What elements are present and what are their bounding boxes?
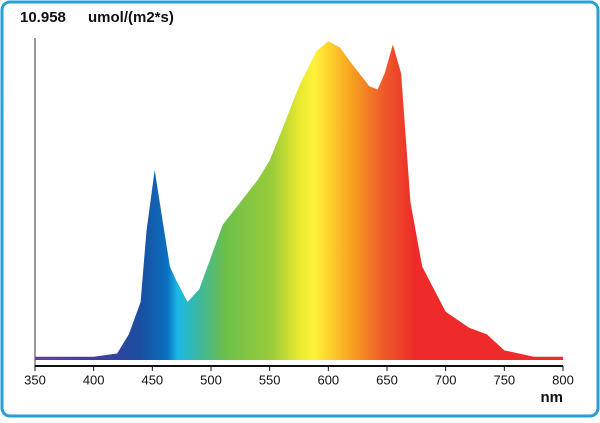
x-tick-label: 400 [83,372,105,387]
x-tick-label: 700 [435,372,457,387]
x-axis-label: nm [541,389,564,406]
x-tick-label: 550 [259,372,281,387]
x-tick-label: 350 [24,372,46,387]
x-tick-label: 800 [552,372,574,387]
x-tick-label: 600 [317,372,339,387]
x-tick-label: 750 [493,372,515,387]
y-axis-label: umol/(m2*s) [88,9,174,26]
x-tick-label: 650 [376,372,398,387]
x-tick-label: 450 [141,372,163,387]
chart-title: 10.958 [20,9,66,26]
x-tick-label: 500 [200,372,222,387]
spectrum-area [35,41,563,360]
